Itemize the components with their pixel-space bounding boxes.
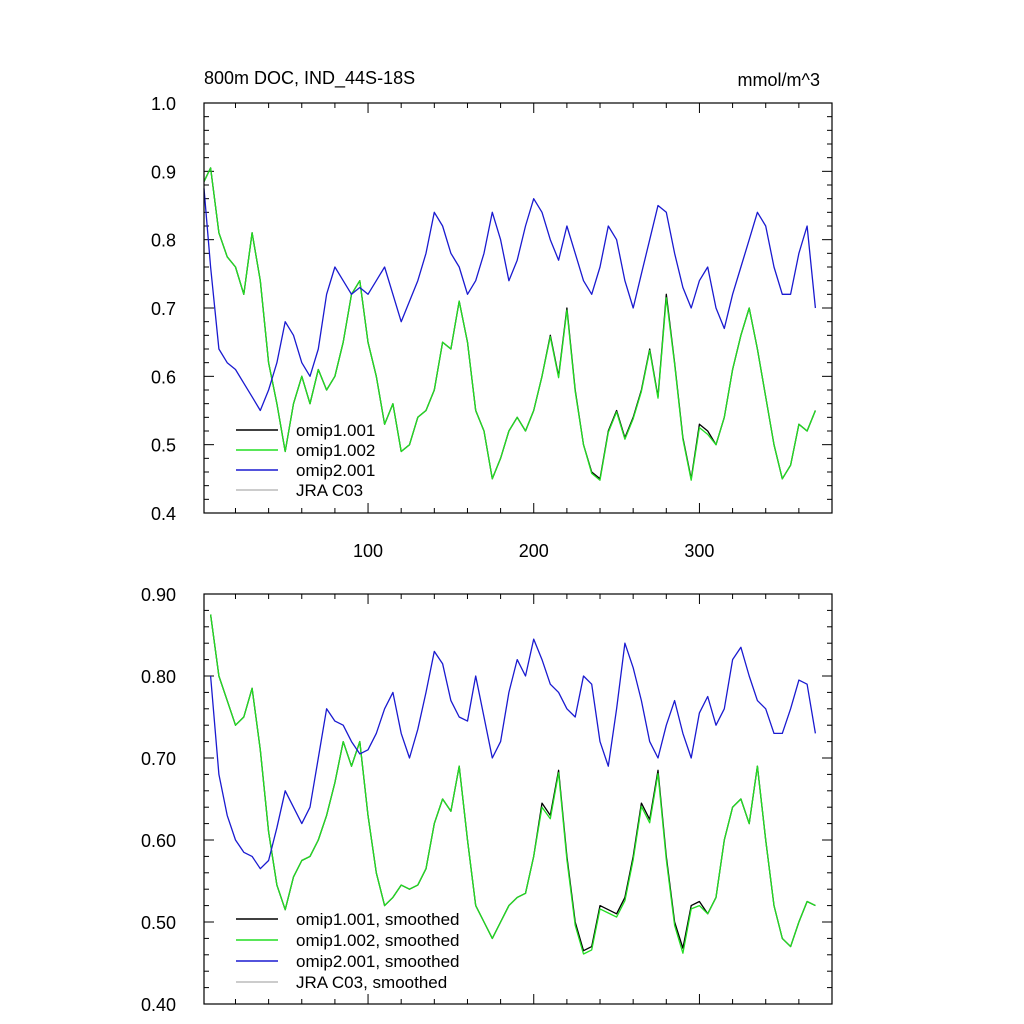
series-line-omip1-002: [203, 167, 817, 481]
y-tick-label: 0.4: [151, 504, 176, 524]
bottom-series-layer: [209, 614, 817, 955]
legend-label: omip1.001, smoothed: [296, 910, 460, 929]
y-tick-label: 0.5: [151, 436, 176, 456]
top-ticks: 0.4 0.5 0.6 0.7 0.8 0.9 1.0 100 200 300: [151, 94, 832, 561]
y-tick-label: 1.0: [151, 94, 176, 114]
y-tick-label: 0.9: [151, 162, 176, 182]
series-line-omip2-001: [203, 188, 817, 412]
legend-label: omip1.001: [296, 421, 375, 440]
y-tick-label: 0.60: [141, 831, 176, 851]
bottom-legend: omip1.001, smoothed omip1.002, smoothed om…: [236, 910, 460, 992]
y-tick-label: 0.90: [141, 585, 176, 605]
units-label: mmol/m^3: [738, 70, 820, 90]
y-tick-label: 0.70: [141, 749, 176, 769]
y-tick-label: 0.40: [141, 995, 176, 1015]
bottom-plot-frame: [203, 593, 833, 1005]
y-tick-label: 0.80: [141, 667, 176, 687]
x-tick-label: 100: [353, 541, 383, 561]
chart-title: 800m DOC, IND_44S-18S: [204, 68, 415, 89]
series-line-omip1-002-smoothed: [209, 614, 816, 955]
y-tick-label: 0.7: [151, 299, 176, 319]
legend-label: JRA C03, smoothed: [296, 973, 447, 992]
legend-label: omip1.002: [296, 441, 375, 460]
series-line-omip1-001-smoothed: [209, 614, 816, 952]
y-tick-label: 0.8: [151, 231, 176, 251]
x-tick-label: 300: [684, 541, 714, 561]
legend-label: omip2.001: [296, 461, 375, 480]
panel-top-daily: 800m DOC, IND_44S-18S mmol/m^3 0.4 0.5 0.6…: [151, 68, 833, 561]
legend-label: omip1.002, smoothed: [296, 931, 460, 950]
top-series-layer: [203, 167, 817, 481]
top-plot-frame: [203, 102, 833, 514]
y-tick-label: 0.6: [151, 367, 176, 387]
legend-label: omip2.001, smoothed: [296, 952, 460, 971]
series-line-omip2-001-smoothed: [209, 638, 817, 870]
x-tick-label: 200: [519, 541, 549, 561]
bottom-ticks: 0.40 0.50 0.60 0.70 0.80 0.90: [141, 585, 832, 1015]
y-tick-label: 0.50: [141, 913, 176, 933]
panel-bottom-smoothed: 0.40 0.50 0.60 0.70 0.80 0.90 omip1.001, smoo…: [141, 585, 833, 1015]
legend-label: JRA C03: [296, 481, 363, 500]
